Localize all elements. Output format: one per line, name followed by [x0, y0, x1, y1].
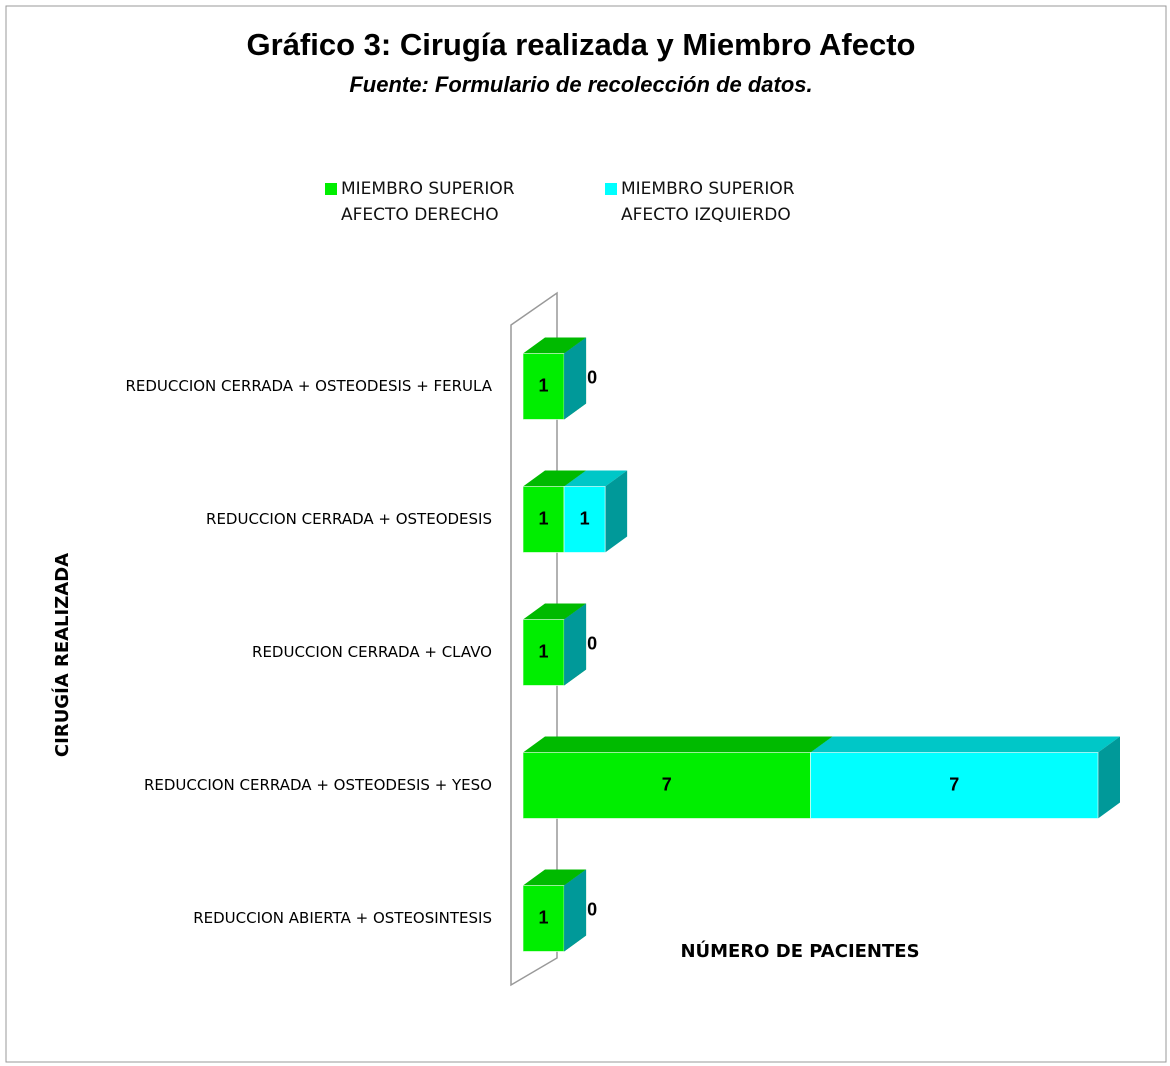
bar — [563, 486, 606, 553]
bar — [810, 752, 1099, 819]
category-label: REDUCCION CERRADA + CLAVO — [252, 643, 492, 661]
category-label: REDUCCION CERRADA + OSTEODESIS — [206, 510, 492, 528]
value-label: 0 — [587, 367, 597, 387]
legend-swatch — [605, 183, 617, 195]
legend-swatch — [325, 183, 337, 195]
bar-top — [810, 736, 1120, 753]
back-wall — [510, 291, 558, 987]
bar-side — [564, 337, 587, 420]
legend-label: MIEMBRO SUPERIOR AFECTO IZQUIERDO — [621, 179, 795, 226]
legend-item: MIEMBRO SUPERIOR AFECTO IZQUIERDO — [605, 176, 835, 229]
category-label: REDUCCION ABIERTA + OSTEOSINTESIS — [193, 909, 492, 927]
bar-side — [1098, 736, 1120, 819]
bar-side — [605, 470, 628, 553]
legend-label: MIEMBRO SUPERIOR AFECTO DERECHO — [341, 179, 515, 226]
y-axis-title: CIRUGÍA REALIZADA — [51, 553, 73, 757]
bar — [522, 885, 565, 952]
category-label: REDUCCION CERRADA + OSTEODESIS + FERULA — [125, 377, 492, 395]
bar-side — [564, 603, 587, 686]
value-label: 1 — [539, 375, 549, 395]
bar-top — [523, 337, 587, 354]
bar-top — [523, 869, 587, 886]
value-label: 0 — [587, 633, 597, 653]
value-label: 1 — [539, 907, 549, 927]
bar-side — [564, 869, 587, 952]
category-label: REDUCCION CERRADA + OSTEODESIS + YESO — [144, 776, 492, 794]
bar — [522, 353, 565, 420]
value-label: 7 — [949, 774, 959, 794]
x-axis-title: NÚMERO DE PACIENTES — [680, 940, 919, 962]
chart-subtitle: Fuente: Formulario de recolección de dat… — [349, 72, 812, 97]
value-label: 1 — [580, 508, 590, 528]
value-label: 1 — [539, 641, 549, 661]
bar — [522, 752, 811, 819]
bar-top — [523, 603, 587, 620]
bar-top — [523, 736, 833, 753]
value-label: 0 — [587, 899, 597, 919]
bar-top — [564, 470, 628, 487]
bar-top — [523, 470, 587, 487]
bar — [522, 619, 565, 686]
chart-title: Gráfico 3: Cirugía realizada y Miembro A… — [247, 27, 916, 62]
value-label: 1 — [539, 508, 549, 528]
legend: MIEMBRO SUPERIOR AFECTO DERECHO MIEMBRO S… — [325, 176, 835, 229]
legend-item: MIEMBRO SUPERIOR AFECTO DERECHO — [325, 176, 555, 229]
value-label: 7 — [662, 774, 672, 794]
